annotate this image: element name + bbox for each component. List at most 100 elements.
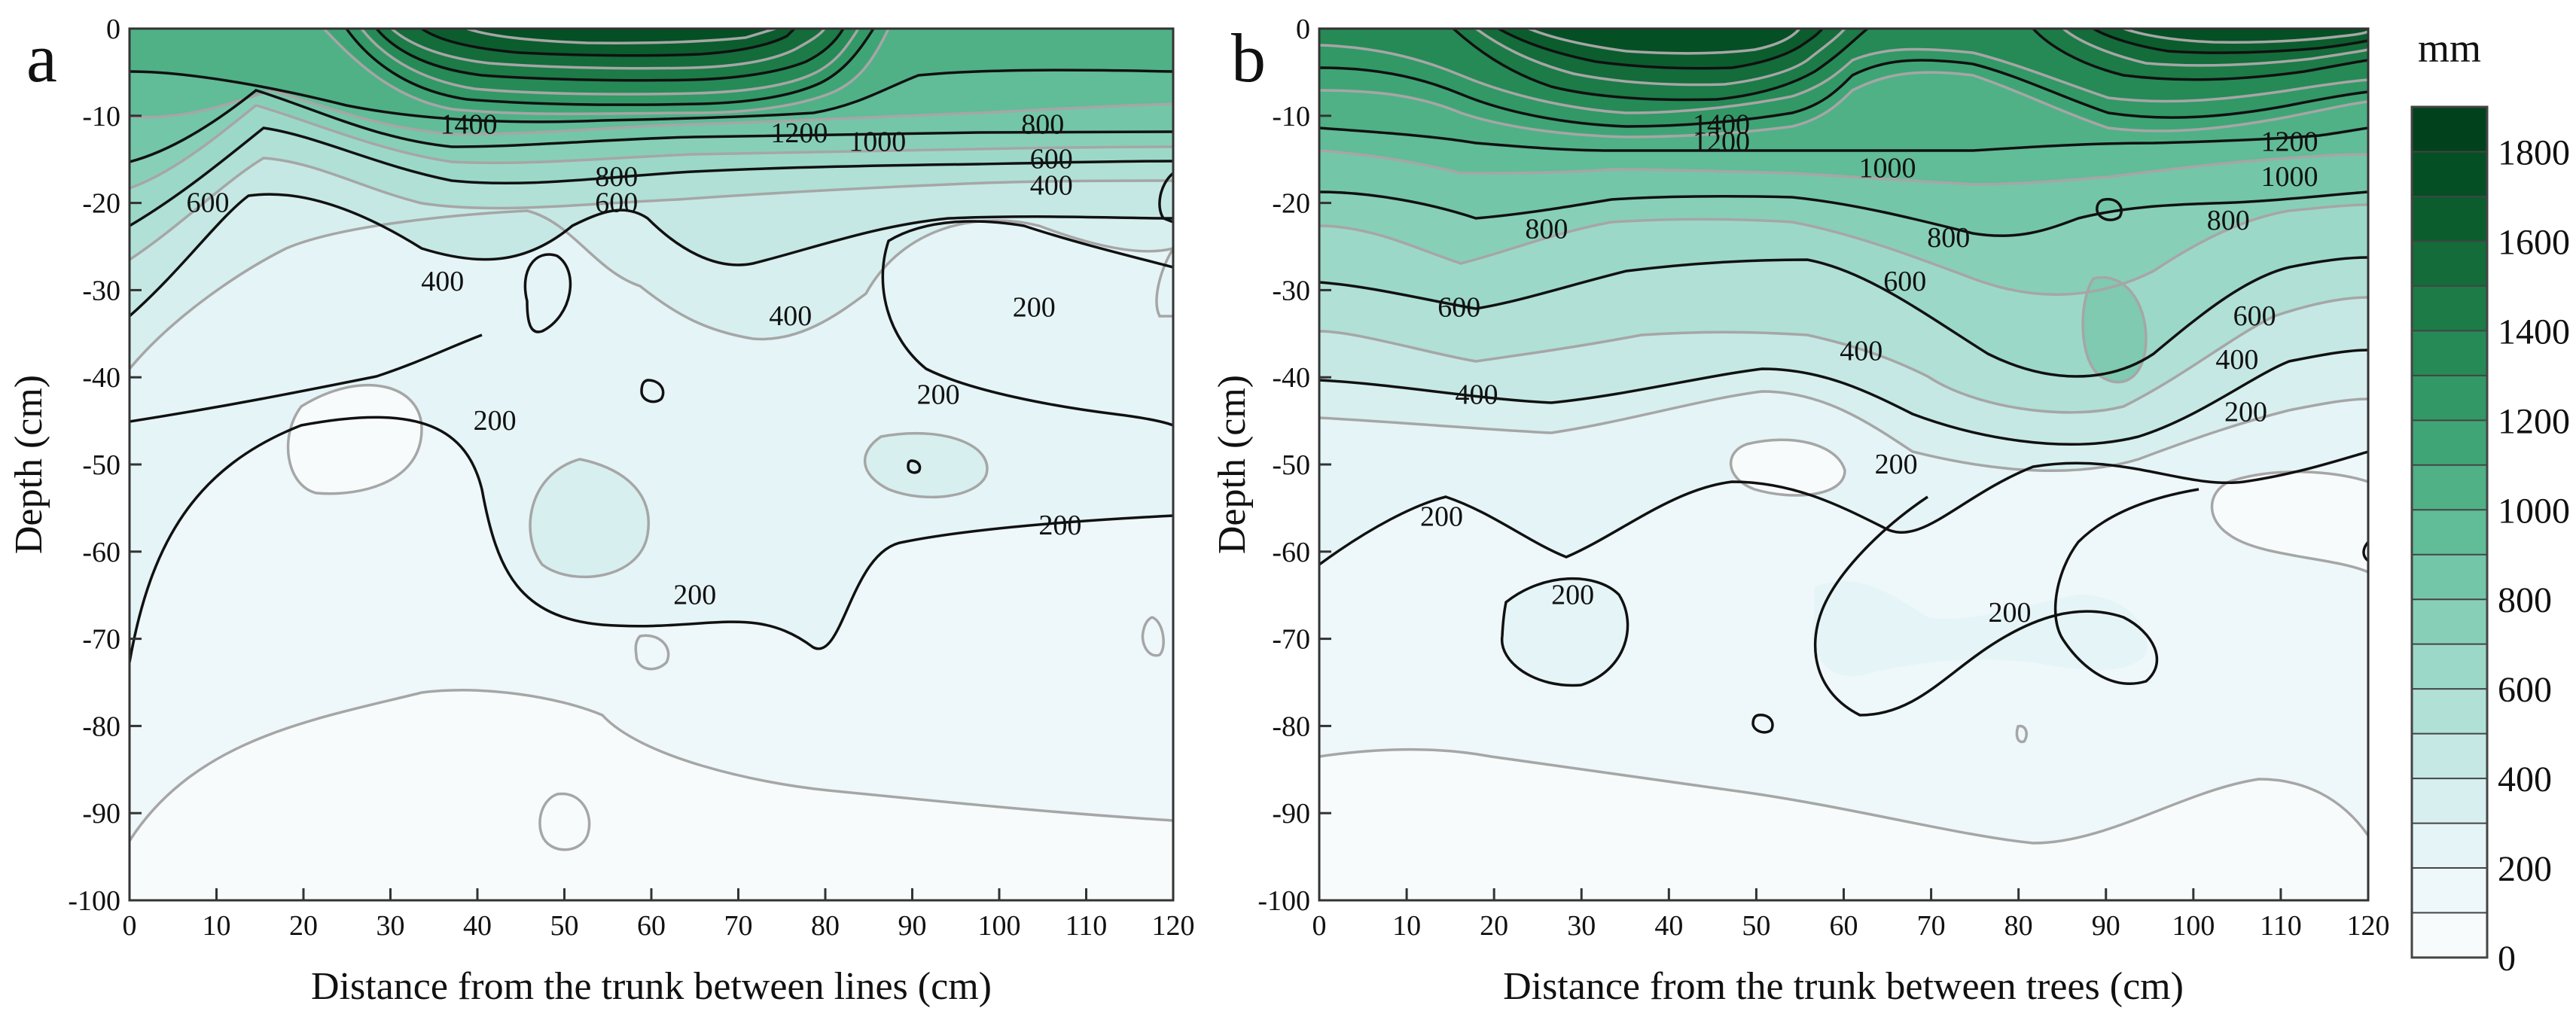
panel-b-contour-800-ring xyxy=(2096,197,2123,221)
panel-b-xtick-label-1: 10 xyxy=(1392,910,1421,942)
panel-b-xtick-label-12: 120 xyxy=(2347,910,2390,942)
panel-a-contour-200 xyxy=(130,416,1173,663)
panel-b-xtick-label-6: 60 xyxy=(1830,910,1858,942)
panel-a-contour-1200 xyxy=(345,29,875,106)
panel-b-contour-label-15: 800 xyxy=(2207,205,2250,236)
colorbar-tick-labels: 0 200 400 600 800 1000 1200 1400 1600 1800 xyxy=(2498,132,2570,979)
panel-a-contour-500 xyxy=(130,157,1173,261)
panel-a-xtick-label-11: 110 xyxy=(1065,910,1108,942)
panel-b-ytick-label-9: -90 xyxy=(1272,798,1310,830)
panel-b-ytick-label-1: -10 xyxy=(1272,101,1310,132)
panel-a-letter: a xyxy=(26,20,57,96)
panel-a-contour-label-14: 200 xyxy=(1038,510,1081,541)
panel-a-contour-label-15: 200 xyxy=(673,580,716,611)
panel-b-contour-100 xyxy=(1319,747,2368,845)
panel-a-xtick-label-4: 40 xyxy=(463,910,492,942)
panel-b-xtick-label-5: 50 xyxy=(1742,910,1770,942)
colorbar-swatch-16 xyxy=(2412,196,2487,242)
panel-b-contour-1000 xyxy=(1319,126,2368,152)
panel-b-xtick-label-11: 110 xyxy=(2260,910,2302,942)
colorbar-swatch-14 xyxy=(2412,285,2487,331)
panel-b-black-contours xyxy=(1319,29,2368,734)
panel-a-ytick-label-6: -60 xyxy=(82,537,120,568)
panel-a-contour-low-2 xyxy=(634,634,670,671)
panel-b-letter: b xyxy=(1231,20,1266,96)
colorbar-tick-label-3: 600 xyxy=(2498,670,2552,710)
panel-a-contour-400 xyxy=(130,193,1173,318)
panel-a-contour-1700 xyxy=(466,29,776,44)
panel-b-contour-400 xyxy=(1319,349,2368,446)
panel-b-contour-label-0: 1400 xyxy=(1693,108,1750,140)
colorbar-tick-label-4: 800 xyxy=(2498,580,2552,620)
panel-b-contour-label-18: 200 xyxy=(2224,397,2267,428)
panel-b-ytick-label-5: -50 xyxy=(1272,449,1310,481)
panel-b-xtick-label-2: 20 xyxy=(1480,910,1508,942)
panel-b-contour-label-7: 200 xyxy=(1551,580,1594,611)
panel-b-contour-right-edge xyxy=(2362,540,2368,562)
panel-b-contour-label-14: 1000 xyxy=(2261,161,2318,193)
panel-b-ytick-label-4: -40 xyxy=(1272,362,1310,394)
colorbar: mm 0 200 400 600 800 1000 1200 1400 1600 1800 xyxy=(2410,26,2570,979)
panel-a-xtick-label-8: 80 xyxy=(811,910,840,942)
panel-a-contour-label-10: 400 xyxy=(769,300,812,332)
panel-a-xtick-label-3: 30 xyxy=(376,910,405,942)
panel-a-contour-mid-2 xyxy=(863,431,989,499)
panel-a-ytick-label-2: -20 xyxy=(82,188,120,220)
panel-a-contour-right-edge xyxy=(1155,248,1173,318)
panel-a-contour-1400 xyxy=(375,29,845,82)
panel-b-contour-600 xyxy=(1319,256,2368,378)
panel-b-fill-hole-1 xyxy=(2083,277,2146,382)
panel-b-contour-200-b xyxy=(1813,488,2200,717)
panel-b-ytick-label-10: -100 xyxy=(1258,885,1310,917)
panel-b-y-ticks: 0 -10 -20 -30 -40 -50 -60 -70 -80 -90 -100 xyxy=(1258,14,1331,917)
panel-b-ytick-label-2: -20 xyxy=(1272,188,1310,220)
panel-b-contour-200-small xyxy=(1751,714,1774,734)
panel-a-contour-label-8: 600 xyxy=(186,187,229,219)
colorbar-frame xyxy=(2410,105,2489,959)
panel-a-ytick-label-7: -70 xyxy=(82,624,120,656)
panel-b-contour-1600 xyxy=(1498,29,2368,70)
panel-b-contour-label-13: 1200 xyxy=(2261,126,2318,158)
panel-b-xtick-label-3: 30 xyxy=(1567,910,1596,942)
panel-b-xlabel: Distance from the trunk between trees (c… xyxy=(1503,965,2184,1008)
panel-a-contour-200-small xyxy=(640,379,665,403)
panel-a-contour-300 xyxy=(130,209,1173,370)
panel-b-contour-1300 xyxy=(1319,44,2368,114)
panel-a-ytick-label-5: -50 xyxy=(82,449,120,481)
panel-a-xtick-label-7: 70 xyxy=(724,910,753,942)
panel-b-contour-200 xyxy=(1319,450,2368,566)
colorbar-swatch-9 xyxy=(2412,510,2487,556)
colorbar-swatch-0 xyxy=(2412,912,2487,958)
panel-a-fill-low-1 xyxy=(288,385,422,494)
panel-b-ytick-label-0: 0 xyxy=(1296,14,1310,45)
panel-a-contour-label-2: 1000 xyxy=(849,126,906,158)
colorbar-swatch-18 xyxy=(2412,107,2487,152)
panel-a-contour-400-b xyxy=(523,253,572,333)
panel-a-y-ticks: 0 -10 -20 -30 -40 -50 -60 -70 -80 -90 -100 xyxy=(68,14,142,917)
colorbar-swatch-1 xyxy=(2412,868,2487,914)
panel-a-ytick-label-3: -30 xyxy=(82,275,120,306)
panel-b-contour-low-1 xyxy=(1729,438,1846,497)
panel-a-contour-low-1 xyxy=(286,383,423,495)
panel-b-xtick-label-0: 0 xyxy=(1312,910,1327,942)
panel-b-fill-low-2 xyxy=(2212,471,2368,572)
panel-b-contour-200-a xyxy=(1501,577,1629,687)
panel-b-ytick-label-6: -60 xyxy=(1272,537,1310,568)
panel-a-contour-900 xyxy=(130,89,1173,135)
panel-a-black-contours xyxy=(130,29,1173,663)
panel-a-contour-label-4: 600 xyxy=(1030,144,1073,175)
panel-b-contour-label-16: 600 xyxy=(2233,300,2276,332)
panel-a-contour-1100 xyxy=(322,29,890,115)
panel-b-contour-label-3: 800 xyxy=(1525,213,1568,245)
panel-b: 0 10 20 30 40 50 60 70 80 90 100 110 120 0 -10 -20 -30 -… xyxy=(1211,14,2390,1008)
panel-a-contour-label-12: 200 xyxy=(917,379,960,410)
panel-a-ytick-label-1: -10 xyxy=(82,101,120,132)
panel-b-xtick-label-4: 40 xyxy=(1654,910,1683,942)
panel-b-contour-1500 xyxy=(1474,29,2368,87)
panel-b-fill-1700 xyxy=(1529,29,2368,53)
panel-b-contour-label-1: 1200 xyxy=(1693,126,1750,158)
colorbar-swatch-15 xyxy=(2412,241,2487,287)
panel-a-ylabel: Depth (cm) xyxy=(8,375,50,554)
